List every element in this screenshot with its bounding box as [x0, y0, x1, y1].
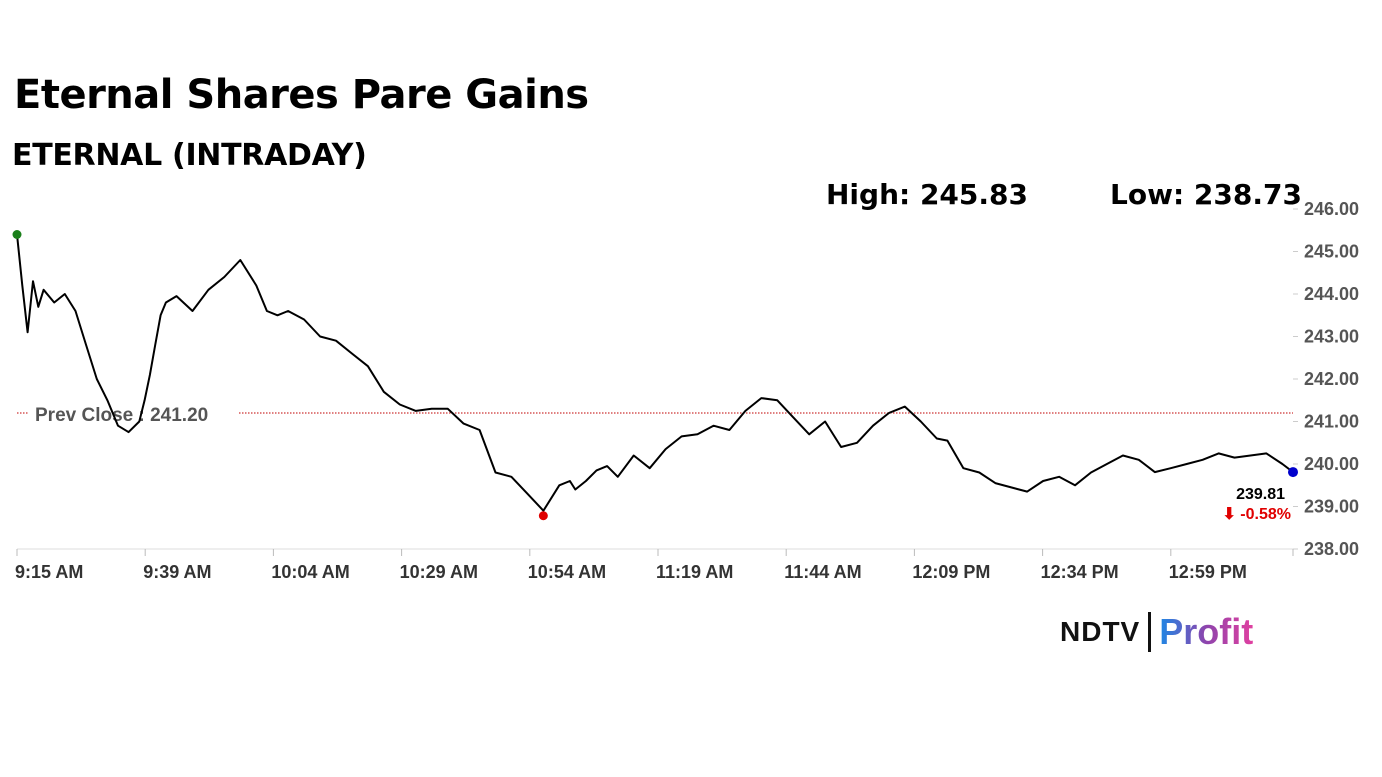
low-stat: Low: 238.73	[1110, 178, 1302, 211]
ndtv-wordmark: NDTV	[1060, 616, 1141, 647]
last-marker	[1288, 467, 1298, 478]
last-value-label: 239.81	[1236, 486, 1285, 503]
x-tick-label: 10:29 AM	[400, 562, 478, 582]
logo-divider	[1148, 612, 1152, 652]
y-tick-label: 239.00	[1304, 497, 1359, 517]
x-tick-label: 9:15 AM	[15, 562, 83, 582]
price-series-line	[16, 234, 1294, 512]
y-tick-label: 243.00	[1304, 327, 1359, 347]
low-marker	[538, 511, 548, 521]
high-stat: High: 245.83	[826, 178, 1029, 211]
x-tick-label: 9:39 AM	[143, 562, 211, 582]
last-value-bg	[1231, 482, 1287, 505]
x-tick-label: 11:19 AM	[656, 562, 733, 582]
y-tick-label: 244.00	[1304, 284, 1359, 304]
profit-wordmark: Profit	[1159, 611, 1254, 652]
open-marker	[12, 230, 22, 239]
x-tick-label: 12:09 PM	[912, 562, 990, 582]
change-percent-label: ⬇ -0.58%	[1222, 506, 1291, 523]
y-tick-label: 242.00	[1304, 369, 1359, 389]
ndtv-profit-logo: NDTV Profit	[1060, 610, 1253, 654]
x-tick-label: 12:34 PM	[1041, 562, 1119, 582]
prev-close-label: Prev Close : 241.20	[35, 405, 208, 426]
y-tick-label: 245.00	[1304, 242, 1359, 262]
prev-close-label-bg	[28, 400, 238, 426]
x-tick-label: 10:04 AM	[271, 562, 349, 582]
chart-subtitle: ETERNAL (INTRADAY)	[12, 138, 367, 173]
x-axis: 9:15 AM 9:39 AM 10:04 AM 10:29 AM 10:54 AM 11…	[15, 548, 1294, 582]
y-axis: 246.00 245.00 244.00 243.00 242.00 241.00 240.…	[1293, 199, 1359, 559]
x-tick-label: 10:54 AM	[528, 562, 606, 582]
y-tick-label: 246.00	[1304, 199, 1359, 219]
x-tick-label: 12:59 PM	[1169, 562, 1247, 582]
x-tick-label: 11:44 AM	[784, 562, 861, 582]
page-title: Eternal Shares Pare Gains	[14, 72, 589, 118]
y-tick-label: 240.00	[1304, 454, 1359, 474]
y-tick-label: 241.00	[1304, 412, 1359, 432]
y-tick-label: 238.00	[1304, 539, 1359, 559]
